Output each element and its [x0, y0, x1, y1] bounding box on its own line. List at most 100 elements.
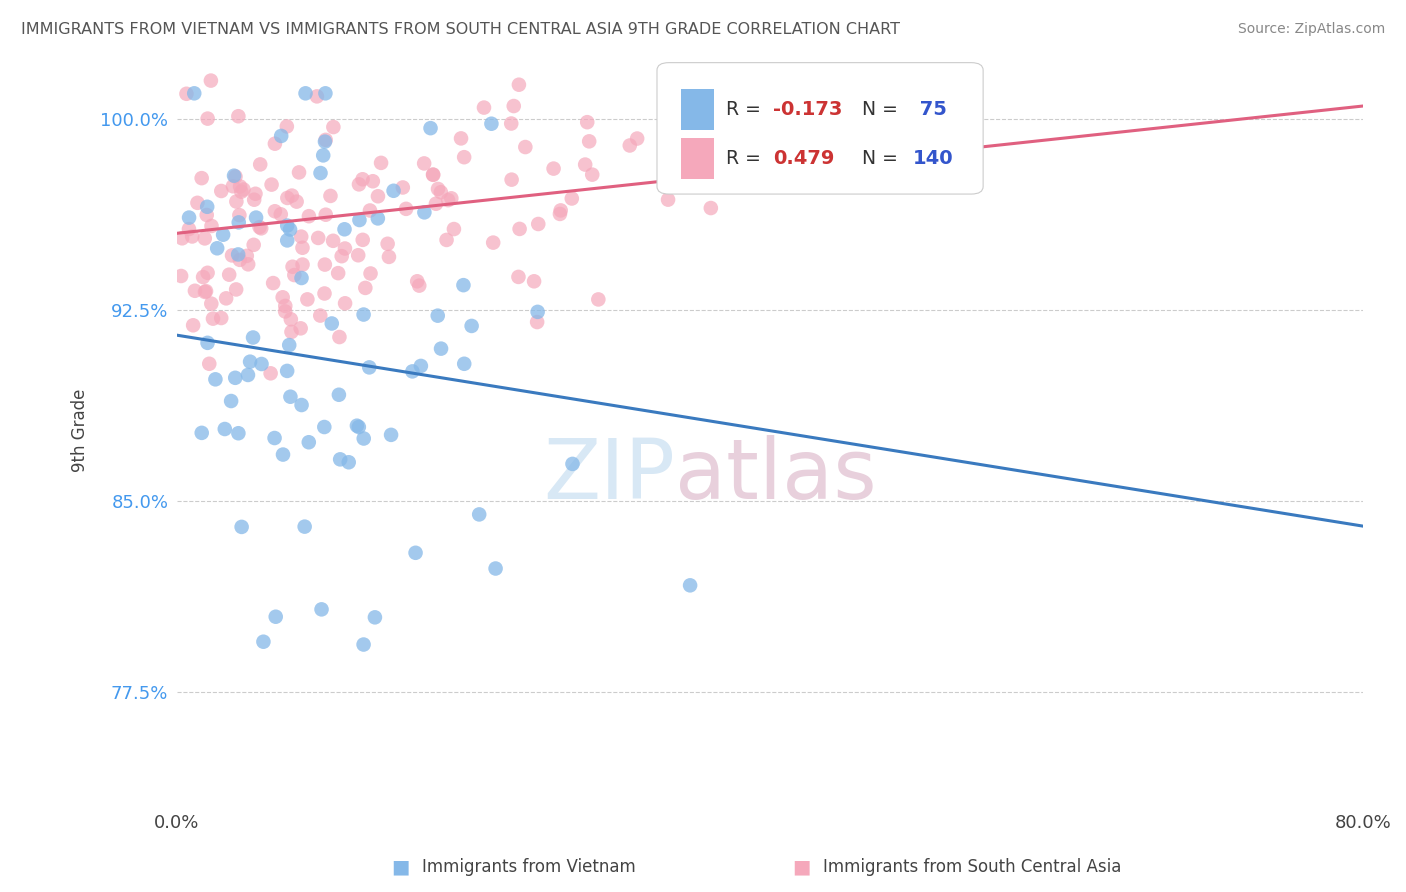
- Point: [305, 89, 328, 103]
- Point: [430, 185, 453, 199]
- Point: [278, 222, 301, 236]
- Point: [578, 134, 600, 148]
- Point: [176, 87, 198, 101]
- Point: [543, 161, 565, 176]
- Text: Immigrants from Vietnam: Immigrants from Vietnam: [422, 858, 636, 876]
- Point: [231, 520, 253, 534]
- Point: [214, 422, 236, 436]
- Point: [515, 140, 537, 154]
- Point: [225, 282, 247, 296]
- Text: Immigrants from South Central Asia: Immigrants from South Central Asia: [823, 858, 1121, 876]
- Point: [298, 435, 321, 450]
- Point: [657, 193, 679, 207]
- Point: [588, 293, 610, 307]
- Point: [181, 318, 204, 333]
- Point: [347, 178, 370, 192]
- Point: [679, 578, 702, 592]
- Point: [382, 184, 405, 198]
- Point: [294, 519, 316, 533]
- Point: [283, 268, 305, 282]
- Point: [430, 342, 453, 356]
- Point: [194, 285, 217, 299]
- Point: [264, 204, 287, 219]
- Point: [309, 166, 332, 180]
- Point: [197, 266, 219, 280]
- Point: [409, 359, 432, 373]
- Point: [328, 388, 350, 402]
- Point: [353, 308, 375, 322]
- Point: [228, 215, 250, 229]
- Point: [422, 168, 444, 182]
- Point: [297, 293, 319, 307]
- Text: ■: ■: [792, 857, 811, 877]
- Point: [502, 99, 524, 113]
- Point: [288, 165, 311, 179]
- Point: [271, 290, 294, 304]
- Point: [574, 158, 596, 172]
- Text: 75: 75: [912, 100, 948, 119]
- Point: [354, 281, 377, 295]
- Point: [285, 194, 308, 209]
- Point: [262, 276, 284, 290]
- Point: [501, 172, 523, 186]
- Point: [453, 278, 475, 293]
- Point: [460, 318, 482, 333]
- Point: [333, 242, 356, 256]
- Point: [231, 185, 253, 199]
- Text: -0.173: -0.173: [773, 100, 842, 119]
- Point: [276, 234, 298, 248]
- Point: [222, 169, 245, 183]
- Point: [472, 101, 495, 115]
- Point: [278, 338, 301, 352]
- Point: [422, 168, 444, 182]
- Point: [190, 425, 212, 440]
- Point: [221, 248, 243, 262]
- Point: [263, 431, 285, 445]
- Point: [576, 115, 599, 129]
- Point: [668, 164, 690, 178]
- Point: [322, 120, 344, 134]
- Point: [548, 207, 571, 221]
- Point: [395, 202, 418, 216]
- Text: IMMIGRANTS FROM VIETNAM VS IMMIGRANTS FROM SOUTH CENTRAL ASIA 9TH GRADE CORRELAT: IMMIGRANTS FROM VIETNAM VS IMMIGRANTS FR…: [21, 22, 900, 37]
- Point: [314, 87, 336, 101]
- Point: [314, 258, 336, 272]
- Point: [678, 121, 700, 136]
- Point: [200, 296, 222, 310]
- Point: [195, 200, 218, 214]
- FancyBboxPatch shape: [657, 62, 983, 194]
- Point: [346, 418, 368, 433]
- Point: [315, 133, 337, 147]
- Text: atlas: atlas: [675, 435, 876, 516]
- Point: [184, 284, 207, 298]
- Point: [209, 184, 232, 198]
- Point: [328, 266, 350, 280]
- Point: [264, 136, 287, 151]
- Point: [194, 231, 217, 245]
- Point: [426, 309, 449, 323]
- Point: [291, 258, 314, 272]
- Point: [238, 257, 260, 271]
- Point: [259, 367, 281, 381]
- Point: [294, 87, 316, 101]
- Point: [226, 247, 249, 261]
- Point: [229, 252, 252, 267]
- Point: [380, 428, 402, 442]
- Point: [228, 426, 250, 441]
- Point: [183, 87, 205, 101]
- Point: [250, 357, 273, 371]
- Point: [243, 193, 266, 207]
- Point: [626, 131, 648, 145]
- Bar: [681, 89, 714, 130]
- Text: ZIP: ZIP: [543, 435, 675, 516]
- Point: [172, 231, 194, 245]
- Point: [198, 357, 221, 371]
- Point: [195, 284, 218, 298]
- Point: [408, 278, 430, 293]
- Point: [481, 117, 503, 131]
- Point: [700, 201, 723, 215]
- Point: [561, 457, 583, 471]
- Point: [370, 156, 392, 170]
- Point: [329, 452, 352, 467]
- Point: [281, 188, 304, 202]
